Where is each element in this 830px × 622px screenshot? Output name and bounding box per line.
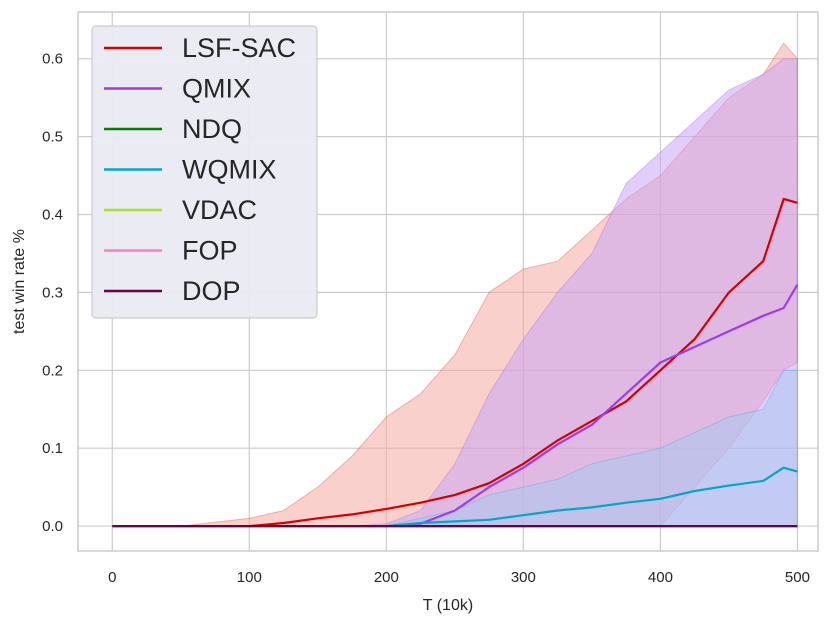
series-lines: [112, 197, 799, 528]
x-tick-label: 300: [511, 569, 536, 586]
series-line-lsf-sac: [112, 197, 798, 528]
x-axis-label: T (10k): [423, 597, 473, 614]
y-tick-label: 0.3: [42, 284, 63, 301]
x-tick-label: 0: [108, 569, 116, 586]
y-tick-label: 0.4: [42, 207, 63, 224]
x-tick-label: 400: [648, 569, 673, 586]
y-axis-label: test win rate %: [11, 229, 28, 334]
legend-box: [91, 25, 318, 319]
y-tick-label: 0.1: [42, 440, 63, 457]
y-tick-label: 0.6: [42, 51, 63, 68]
legend-label: FOP: [182, 236, 238, 266]
legend: LSF-SAC QMIX NDQ WQMIX VDAC FOP DOP: [91, 25, 318, 319]
x-tick-labels: 0 100 200 300 400 500: [108, 569, 810, 586]
y-tick-label: 0.0: [42, 518, 63, 535]
legend-label: VDAC: [182, 195, 257, 225]
y-tick-labels: 0.0 0.1 0.2 0.3 0.4 0.5 0.6: [42, 51, 63, 535]
legend-label: NDQ: [182, 114, 242, 144]
legend-label: LSF-SAC: [182, 33, 296, 63]
legend-label: DOP: [182, 276, 241, 306]
legend-label: QMIX: [182, 74, 251, 104]
y-tick-label: 0.2: [42, 362, 63, 379]
y-tick-label: 0.5: [42, 129, 63, 146]
x-tick-label: 500: [785, 569, 810, 586]
x-tick-label: 100: [237, 569, 262, 586]
x-tick-label: 200: [374, 569, 399, 586]
plot-frame: [77, 11, 819, 552]
legend-label: WQMIX: [182, 155, 277, 185]
